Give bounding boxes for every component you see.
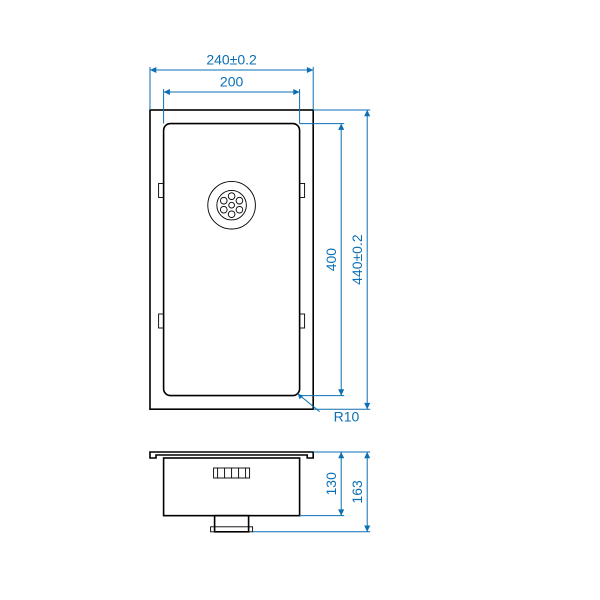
front-view	[150, 452, 313, 532]
front-bowl	[164, 458, 300, 516]
dim-front-bowl: 130	[300, 452, 345, 516]
dim-height-inner-label: 400	[323, 248, 339, 272]
dim-height-inner: 400	[300, 124, 345, 396]
dim-front-overall: 163	[253, 452, 371, 532]
dim-width-inner-label: 200	[220, 74, 244, 90]
dim-height-outer-label: 440±0.2	[349, 234, 365, 285]
dim-width-inner: 200	[164, 74, 300, 124]
dim-front-bowl-label: 130	[323, 472, 339, 496]
dim-height-outer: 440±0.2	[313, 110, 370, 409]
dim-front-overall-label: 163	[349, 480, 365, 504]
dim-corner-radius-label: R10	[334, 408, 360, 424]
front-tailpiece	[215, 516, 249, 532]
drain	[208, 181, 256, 229]
bowl-outline	[164, 124, 300, 396]
top-view	[150, 110, 313, 409]
rim-outline	[150, 110, 313, 409]
front-rim	[150, 452, 313, 458]
dim-width-outer-label: 240±0.2	[206, 52, 257, 68]
